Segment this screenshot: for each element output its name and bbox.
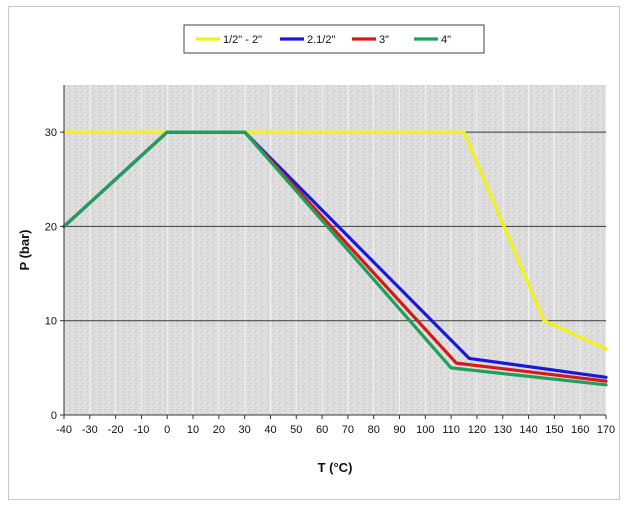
x-tick-label: 80	[368, 424, 380, 436]
series-lines	[62, 130, 608, 387]
x-tick-label: 120	[468, 424, 486, 436]
y-tick-label: 10	[45, 316, 57, 328]
x-tick-label: 100	[416, 424, 434, 436]
x-tick-label: 10	[187, 424, 199, 436]
x-tick-label: 170	[597, 424, 615, 436]
y-tick-label: 20	[45, 221, 57, 233]
x-tick-label: 150	[545, 424, 563, 436]
x-tick-label: 160	[571, 424, 589, 436]
x-tick-label: -40	[56, 424, 72, 436]
x-tick-label: 50	[290, 424, 302, 436]
x-tick-label: 110	[442, 424, 460, 436]
legend-label: 1/2" - 2"	[223, 34, 262, 46]
x-tick-label: 0	[164, 424, 170, 436]
x-tick-label: 20	[213, 424, 225, 436]
x-tick-label: 130	[494, 424, 512, 436]
x-tick-label: 70	[342, 424, 354, 436]
legend-label: 2.1/2"	[307, 34, 335, 46]
x-tick-label: 30	[239, 424, 251, 436]
legend-label: 4"	[441, 34, 451, 46]
x-axis-title: T (°C)	[318, 460, 353, 475]
x-tick-label: 90	[393, 424, 405, 436]
x-tick-label: 40	[264, 424, 276, 436]
x-tick-label: 60	[316, 424, 328, 436]
series-line	[62, 130, 608, 351]
axes: 0 10 20 30 -40 -30 -20 -10 0 10 20 30 40 50 60 70 80 90 10…	[45, 85, 615, 436]
x-tick-label: -30	[82, 424, 98, 436]
y-tick-label: 0	[51, 410, 57, 422]
legend-label: 3"	[379, 34, 389, 46]
chart-frame: 1/2" - 2" 2.1/2" 3" 4" 0 10 20 30 -40 -30 -20 -10 0…	[8, 6, 620, 500]
y-axis-title: P (bar)	[17, 230, 32, 271]
x-tick-label: -10	[133, 424, 149, 436]
legend: 1/2" - 2" 2.1/2" 3" 4"	[183, 24, 485, 54]
y-tick-label: 30	[45, 127, 57, 139]
series-line	[62, 130, 608, 387]
x-tick-label: 140	[519, 424, 537, 436]
x-tick-label: -20	[108, 424, 124, 436]
